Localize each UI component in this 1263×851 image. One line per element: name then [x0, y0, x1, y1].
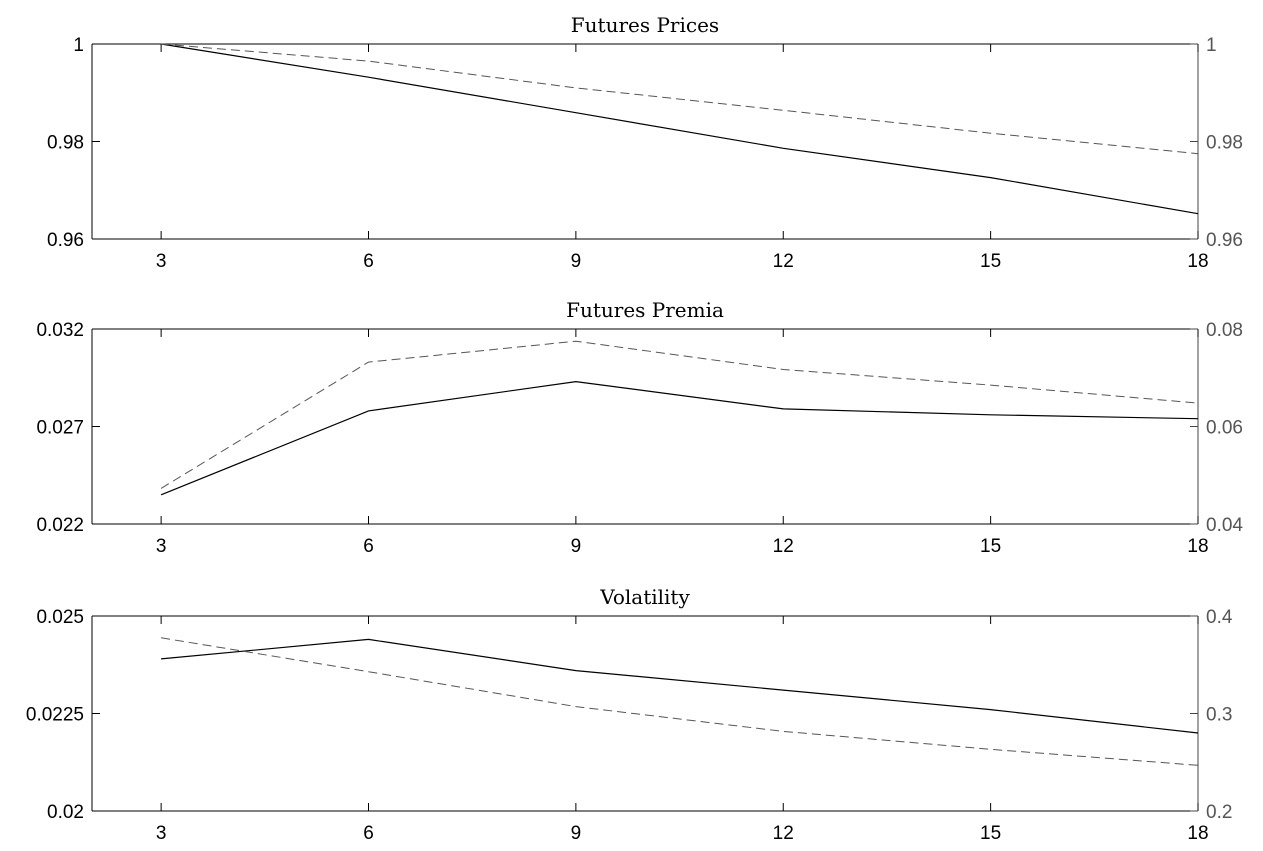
x-tick-label: 18: [1187, 251, 1208, 272]
x-tick-label: 6: [363, 536, 374, 557]
x-tick-label: 9: [571, 251, 582, 272]
x-tick-label: 18: [1187, 823, 1208, 844]
dashed-series-line: [160, 340, 1199, 489]
left-y-tick-label: 0.98: [47, 133, 84, 154]
right-y-tick-label: 0.2: [1206, 802, 1232, 823]
solid-series-line: [161, 43, 1199, 215]
left-y-tick-label: 1: [73, 35, 84, 56]
right-y-tick-label: 0.04: [1206, 515, 1243, 536]
chart-panel-3: Volatility 3 6 9 12 15 18 0.02 0.0225 0.025 0.2 0.3…: [26, 585, 1233, 844]
x-tick-label: 12: [773, 251, 794, 272]
x-tick-label: 15: [980, 536, 1001, 557]
x-tick-label: 15: [980, 823, 1001, 844]
left-y-tick-label: 0.027: [36, 418, 84, 439]
chart-panel-2: Futures Premia 3 6 9 12 15 18 0.022 0.027 0.032 0.…: [36, 298, 1243, 557]
left-y-tick-label: 0.025: [36, 607, 84, 628]
dashed-series-line: [161, 637, 1199, 766]
x-tick-label: 18: [1187, 536, 1208, 557]
right-y-tick-label: 0.3: [1206, 705, 1232, 726]
left-y-tick-label: 0.032: [36, 320, 84, 341]
x-tick-label: 15: [980, 251, 1001, 272]
right-y-tick-label: 0.96: [1206, 230, 1243, 251]
left-y-tick-label: 0.022: [36, 515, 84, 536]
left-y-tick-label: 0.02: [47, 802, 84, 823]
x-tick-label: 9: [571, 536, 582, 557]
x-tick-label: 12: [773, 823, 794, 844]
x-tick-label: 3: [156, 823, 167, 844]
right-y-tick-label: 0.4: [1206, 607, 1233, 628]
x-tick-label: 12: [773, 536, 794, 557]
left-y-tick-label: 0.0225: [26, 705, 84, 726]
chart-title: Volatility: [599, 585, 690, 609]
right-y-tick-label: 0.08: [1206, 320, 1243, 341]
chart-title: Futures Prices: [571, 13, 719, 37]
x-tick-label: 9: [571, 823, 582, 844]
solid-series-line: [161, 638, 1199, 734]
chart-title: Futures Premia: [566, 298, 724, 322]
left-y-tick-label: 0.96: [47, 230, 84, 251]
x-tick-label: 6: [363, 251, 374, 272]
x-tick-label: 6: [363, 823, 374, 844]
right-y-tick-label: 1: [1206, 35, 1217, 56]
right-y-tick-label: 0.06: [1206, 418, 1243, 439]
solid-series-line: [160, 380, 1199, 496]
x-tick-label: 3: [156, 536, 167, 557]
x-tick-label: 3: [156, 251, 167, 272]
dashed-series-line: [161, 43, 1199, 155]
right-y-tick-label: 0.98: [1206, 133, 1243, 154]
